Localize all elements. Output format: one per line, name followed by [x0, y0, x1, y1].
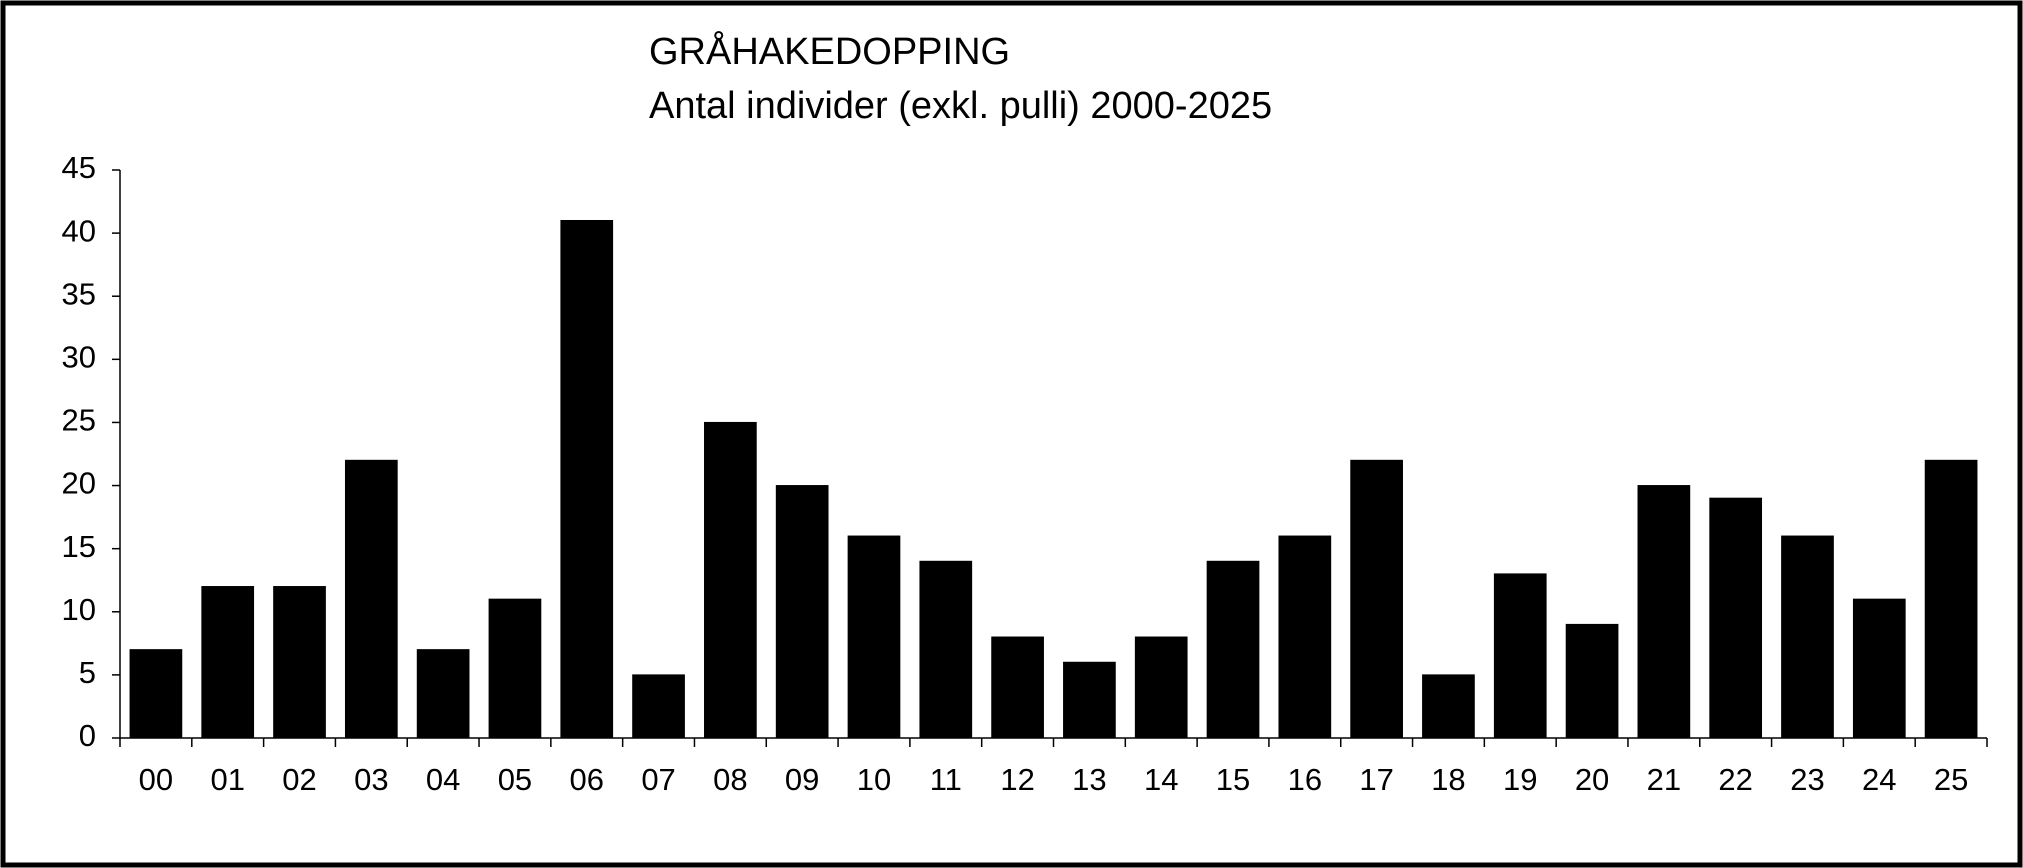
x-tick-label: 07 [641, 762, 675, 797]
x-tick-label: 03 [354, 762, 388, 797]
bar [919, 560, 973, 739]
x-tick-label: 20 [1575, 762, 1609, 797]
y-tick-label: 35 [62, 276, 96, 311]
bar [775, 485, 829, 739]
bar [991, 636, 1044, 739]
x-tick-label: 17 [1359, 762, 1393, 797]
y-tick-label: 25 [62, 403, 96, 438]
x-tick-label: 10 [857, 762, 891, 797]
bar [1134, 636, 1188, 739]
x-tick-label: 22 [1718, 762, 1752, 797]
chart-title: GRÅHAKEDOPPING [649, 29, 1010, 73]
bar [1350, 459, 1403, 739]
x-tick-label: 08 [713, 762, 747, 797]
x-tick-label: 12 [1000, 762, 1034, 797]
chart-subtitle: Antal individer (exkl. pulli) 2000-2025 [649, 85, 1272, 127]
x-tick-label: 25 [1934, 762, 1968, 797]
bar [1781, 535, 1834, 739]
y-tick-label: 15 [62, 529, 96, 564]
bar [1709, 497, 1763, 739]
y-tick-label: 45 [62, 150, 96, 185]
x-tick-label: 21 [1647, 762, 1681, 797]
bar [488, 598, 542, 739]
bar [201, 586, 255, 739]
bar [1206, 560, 1260, 739]
y-tick-label: 5 [79, 655, 96, 690]
x-tick-label: 09 [785, 762, 819, 797]
x-tick-label: 19 [1503, 762, 1537, 797]
x-tick-label: 24 [1862, 762, 1896, 797]
bar [1278, 535, 1332, 739]
bar [416, 649, 470, 739]
bar [1565, 623, 1619, 739]
x-tick-label: 15 [1216, 762, 1250, 797]
bar [1493, 573, 1547, 739]
x-tick-label: 11 [930, 762, 962, 797]
bar [129, 649, 183, 739]
bar [560, 219, 614, 739]
x-tick-label: 04 [426, 762, 460, 797]
bar [1924, 459, 1978, 739]
bar [1422, 674, 1475, 739]
x-tick-label: 00 [139, 762, 173, 797]
x-tick-label: 05 [498, 762, 532, 797]
bar [273, 586, 326, 739]
x-tick-label: 23 [1790, 762, 1824, 797]
bar [1063, 661, 1116, 739]
y-tick-label: 0 [79, 718, 96, 753]
x-tick-label: 16 [1288, 762, 1322, 797]
x-tick-label: 14 [1144, 762, 1178, 797]
bar [847, 535, 901, 739]
x-tick-label: 01 [210, 762, 244, 797]
x-tick-label: 13 [1072, 762, 1106, 797]
bar [1637, 485, 1691, 739]
x-tick-label: 06 [570, 762, 604, 797]
y-tick-label: 20 [62, 466, 96, 501]
bar [704, 421, 757, 739]
x-tick-label: 02 [282, 762, 316, 797]
x-tick-label: 18 [1431, 762, 1465, 797]
bar [344, 459, 398, 739]
y-tick-label: 30 [62, 340, 96, 375]
bar [1852, 598, 1906, 739]
y-tick-label: 10 [62, 592, 96, 627]
y-tick-label: 40 [62, 213, 96, 248]
bar [632, 674, 685, 739]
